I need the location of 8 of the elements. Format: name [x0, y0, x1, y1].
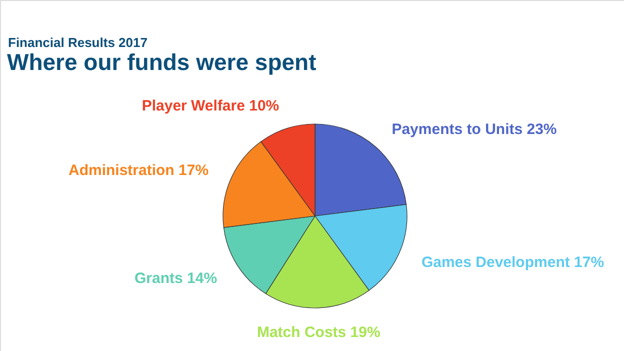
slice-label: Payments to Units 23%: [392, 120, 557, 138]
slice-label: Player Welfare 10%: [142, 98, 280, 115]
slice-label: Match Costs 19%: [256, 324, 380, 341]
slice-label: Games Development 17%: [421, 254, 604, 272]
slice-label: Grants 14%: [134, 270, 218, 288]
chart-title: Where our funds were spent: [7, 49, 317, 75]
slice-label: Administration 17%: [68, 162, 209, 179]
chart-subtitle: Financial Results 2017: [8, 35, 148, 50]
